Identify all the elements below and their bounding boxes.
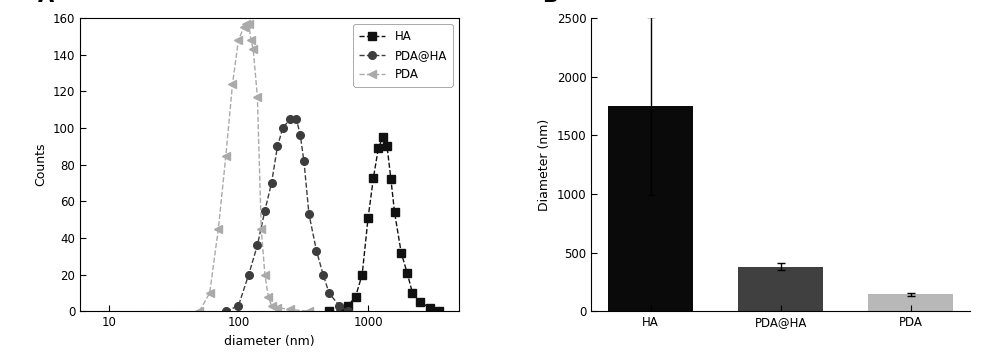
HA: [395, 251, 407, 255]
HA: [389, 210, 401, 215]
PDA: [193, 309, 205, 313]
HA: [424, 306, 436, 310]
PDA: [240, 21, 252, 26]
PDA: [251, 95, 263, 99]
Bar: [738, 267, 823, 311]
PDA: [226, 82, 238, 86]
PDA@HA: [342, 309, 354, 313]
PDA: [204, 291, 216, 295]
PDA@HA: [294, 133, 306, 138]
HA: [372, 146, 384, 150]
PDA@HA: [220, 309, 232, 313]
HA: [381, 144, 393, 148]
PDA: [303, 309, 315, 313]
HA: [385, 177, 397, 182]
PDA@HA: [266, 181, 278, 185]
PDA@HA: [298, 159, 310, 163]
PDA@HA: [333, 304, 345, 308]
HA: [406, 291, 418, 295]
PDA@HA: [310, 249, 322, 253]
Bar: [608, 106, 693, 311]
PDA: [266, 304, 278, 308]
HA: [367, 175, 379, 180]
HA: [377, 135, 389, 139]
PDA: [284, 307, 296, 312]
PDA: [232, 38, 244, 42]
PDA@HA: [232, 304, 244, 308]
PDA@HA: [243, 273, 255, 277]
PDA: [243, 21, 255, 26]
PDA: [245, 38, 257, 42]
PDA@HA: [259, 209, 271, 213]
PDA: [212, 227, 224, 231]
PDA@HA: [251, 243, 263, 248]
HA: [362, 216, 374, 220]
Y-axis label: Diameter (nm): Diameter (nm): [538, 119, 551, 211]
PDA: [220, 153, 232, 158]
HA: [336, 307, 348, 312]
PDA@HA: [317, 273, 329, 277]
PDA: [271, 306, 283, 310]
Text: A: A: [38, 0, 54, 7]
Line: PDA: PDA: [196, 20, 313, 315]
PDA@HA: [284, 117, 296, 121]
HA: [433, 309, 445, 313]
Bar: [868, 294, 953, 311]
HA: [350, 295, 362, 299]
PDA: [247, 47, 259, 51]
PDA@HA: [277, 126, 289, 130]
PDA: [259, 273, 271, 277]
HA: [342, 304, 354, 308]
PDA@HA: [290, 117, 302, 121]
Text: B: B: [542, 0, 558, 7]
PDA@HA: [303, 212, 315, 216]
HA: [323, 309, 335, 313]
Legend: HA, PDA@HA, PDA: HA, PDA@HA, PDA: [353, 24, 453, 87]
PDA@HA: [271, 144, 283, 148]
PDA@HA: [323, 291, 335, 295]
HA: [401, 271, 413, 275]
PDA: [255, 227, 267, 231]
Y-axis label: Counts: Counts: [34, 143, 47, 186]
PDA: [262, 295, 274, 299]
Line: HA: HA: [325, 134, 442, 315]
PDA: [238, 25, 250, 29]
HA: [356, 273, 368, 277]
HA: [414, 300, 426, 304]
Line: PDA@HA: PDA@HA: [222, 115, 352, 315]
X-axis label: diameter (nm): diameter (nm): [224, 335, 315, 348]
